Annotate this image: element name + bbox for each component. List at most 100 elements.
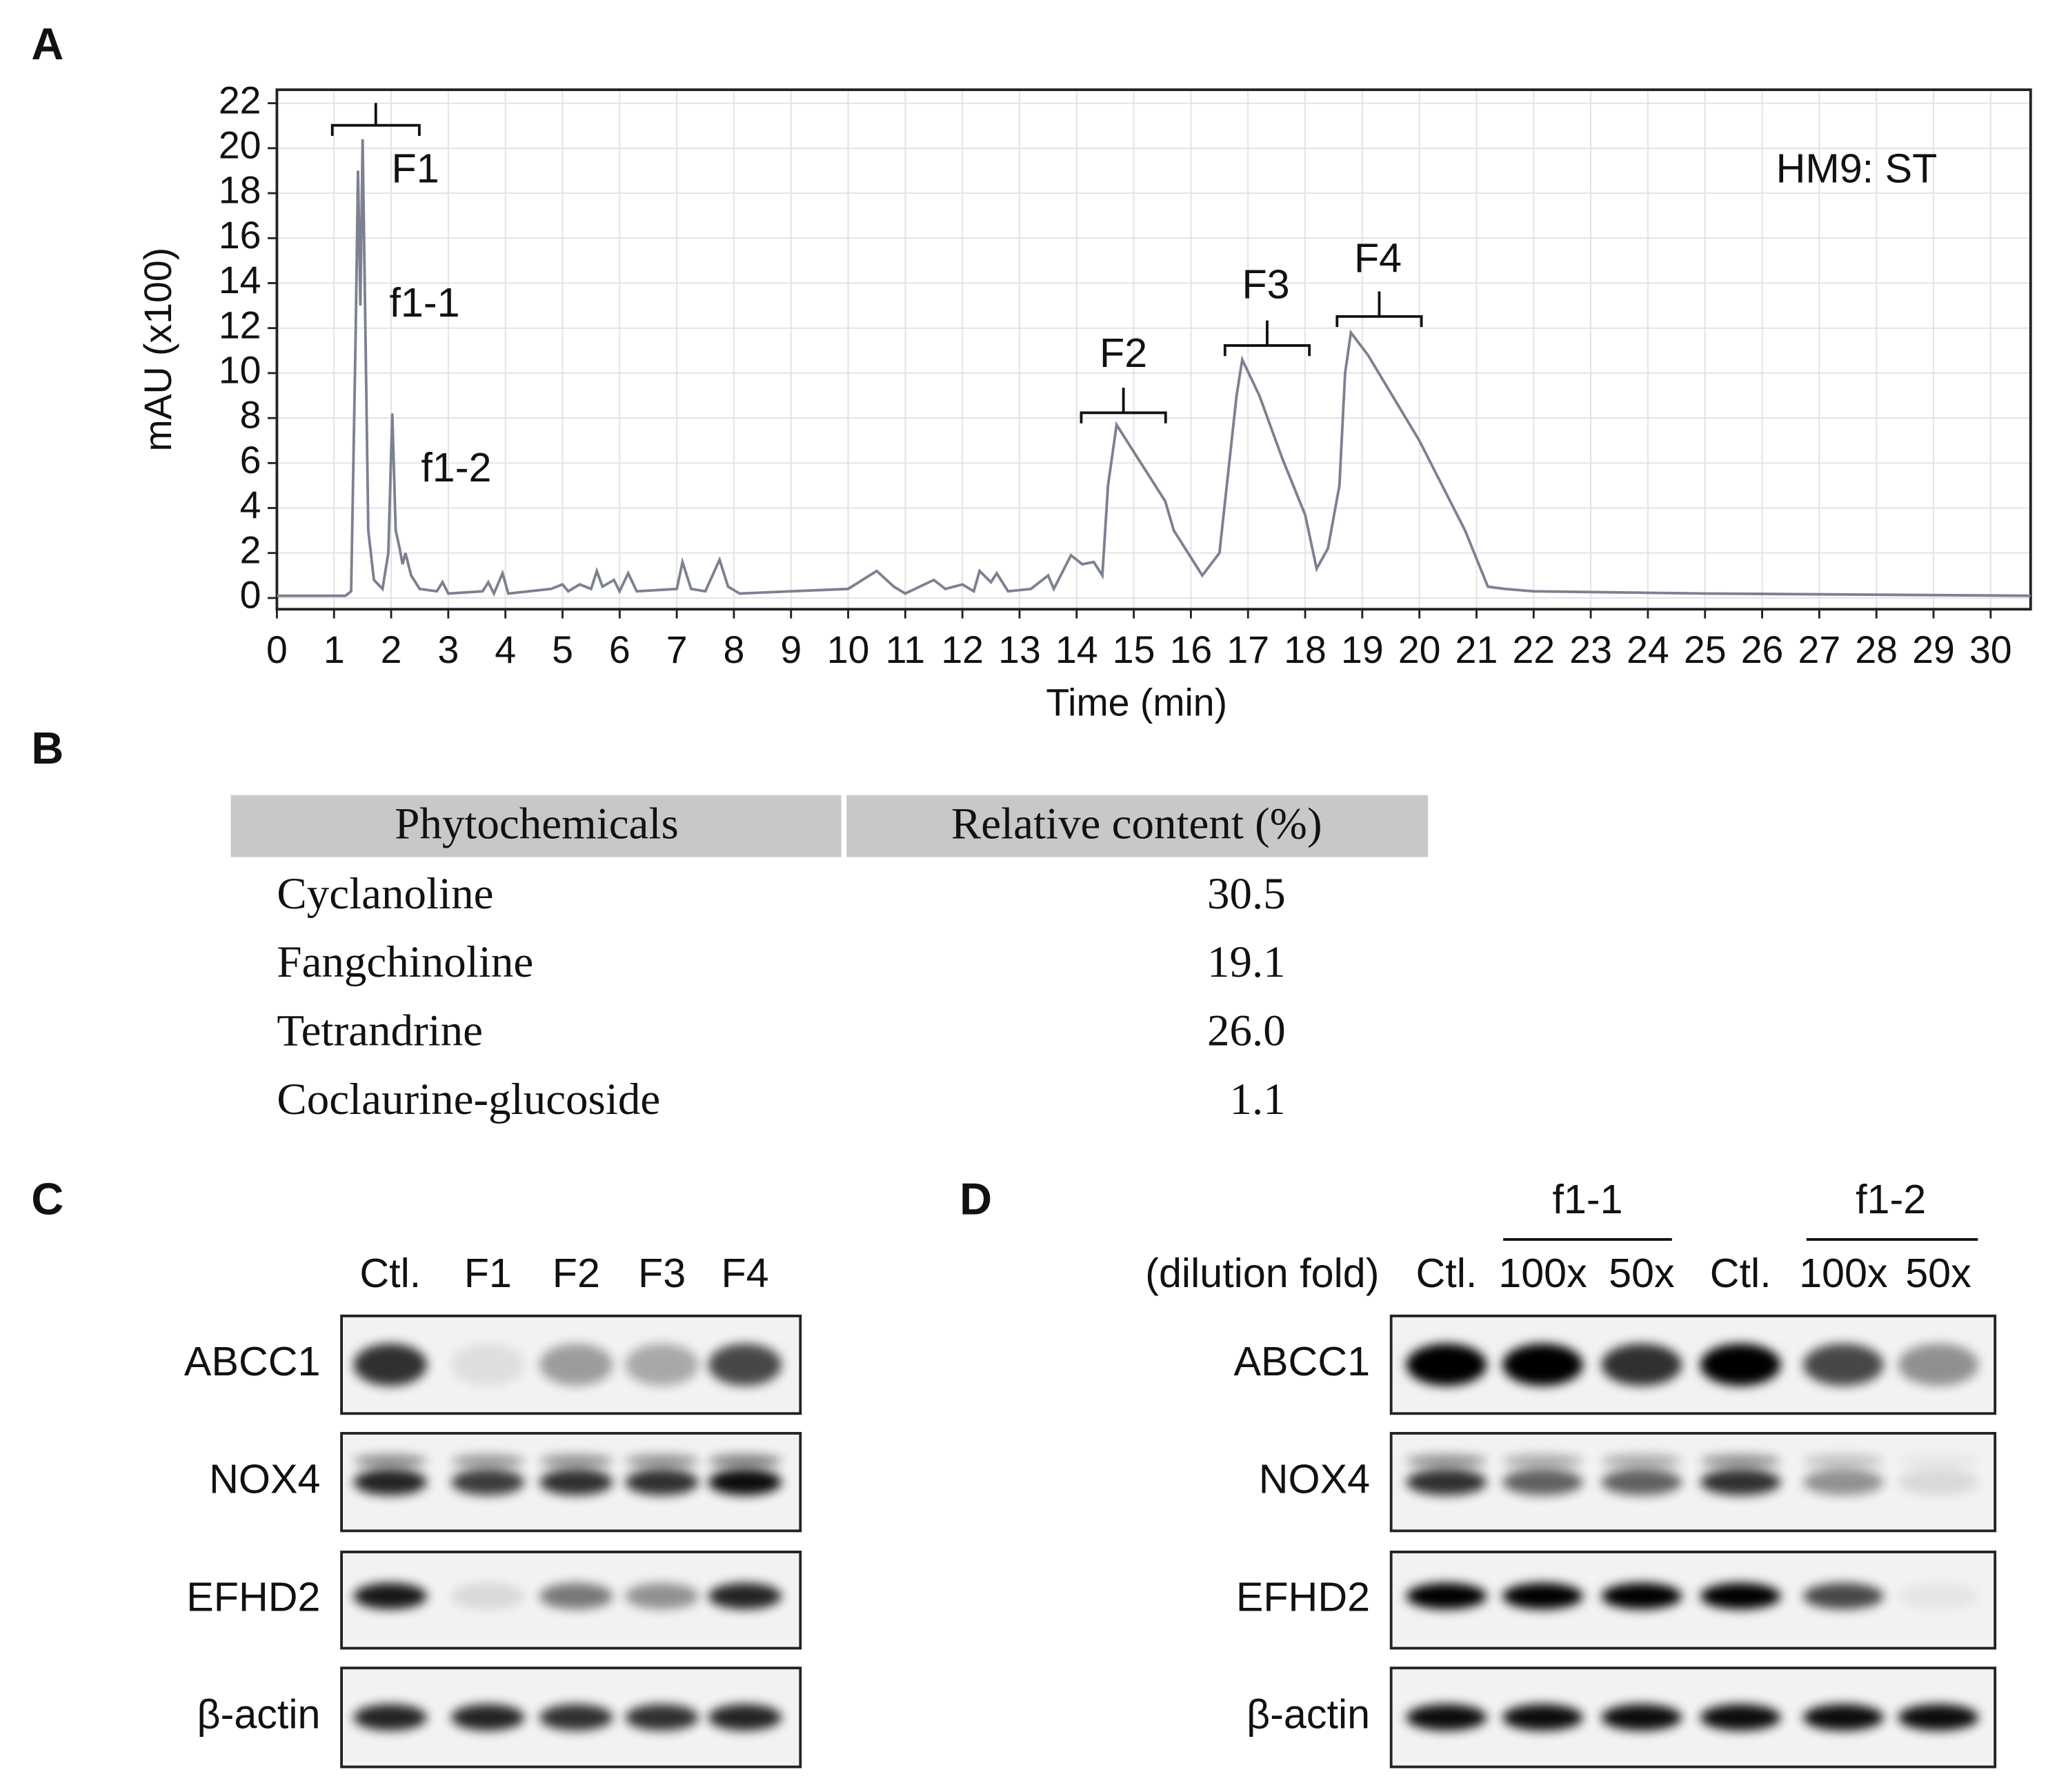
- blot-band: [1601, 1582, 1682, 1610]
- blot-band: [1700, 1343, 1781, 1386]
- x-tick-label: 22: [1512, 628, 1555, 671]
- y-tick-label: 6: [240, 439, 261, 481]
- blot-band: [539, 1454, 613, 1468]
- x-tick-label: 14: [1055, 628, 1098, 671]
- blot-band: [353, 1704, 428, 1731]
- table-header: Relative content (%): [951, 799, 1322, 848]
- lane-label: 50x: [1905, 1250, 1971, 1296]
- x-tick-label: 11: [886, 628, 926, 671]
- group-label: f1-2: [1856, 1176, 1926, 1222]
- x-tick-label: 1: [324, 628, 345, 671]
- blot-box: [1389, 1432, 1997, 1533]
- x-axis-label: Time (min): [1046, 681, 1227, 724]
- blot-band: [1502, 1582, 1583, 1610]
- table-header-bg: [230, 795, 842, 857]
- x-tick-label: 16: [1170, 628, 1213, 671]
- blot-band: [708, 1582, 782, 1610]
- blot-band: [353, 1343, 428, 1386]
- annotation: F4: [1354, 235, 1402, 281]
- panel-label: D: [960, 1174, 992, 1224]
- blot-band: [1700, 1469, 1781, 1495]
- y-tick-label: 10: [219, 349, 261, 392]
- blot-band: [1406, 1469, 1487, 1495]
- lane-label: Ctl.: [1710, 1250, 1771, 1296]
- blot-band: [1601, 1469, 1682, 1495]
- x-tick-label: 12: [941, 628, 984, 671]
- blot-band: [451, 1704, 525, 1731]
- blot-row-label: NOX4: [1259, 1455, 1370, 1502]
- blot-band: [625, 1454, 699, 1468]
- chromatogram-line: [277, 139, 2031, 597]
- blot-band: [539, 1469, 613, 1495]
- panel-label: C: [31, 1174, 63, 1224]
- group-label: f1-1: [1552, 1176, 1622, 1222]
- y-tick-label: 22: [219, 79, 261, 121]
- panel-label: A: [31, 19, 63, 69]
- table-cell: 26.0: [1207, 1006, 1286, 1056]
- x-tick-label: 20: [1398, 628, 1441, 671]
- blot-band: [1802, 1454, 1884, 1468]
- y-axis-label: mAU (x100): [137, 248, 179, 452]
- y-tick-label: 18: [219, 169, 261, 212]
- blot-band: [539, 1704, 613, 1731]
- blot-band: [1406, 1704, 1487, 1731]
- annotation: F2: [1100, 330, 1147, 376]
- x-tick-label: 18: [1284, 628, 1326, 671]
- blot-band: [353, 1469, 428, 1495]
- x-tick-label: 10: [827, 628, 870, 671]
- plot-frame: [275, 88, 2032, 611]
- blot-band: [708, 1469, 782, 1495]
- y-tick-label: 20: [219, 124, 261, 167]
- blot-box: [1389, 1666, 1997, 1769]
- blot-band: [708, 1343, 782, 1386]
- table-header-bg: [846, 795, 1429, 857]
- blot-band: [1898, 1582, 1979, 1610]
- blot-band: [1502, 1343, 1583, 1386]
- blot-band: [625, 1469, 699, 1495]
- y-tick-label: 2: [240, 528, 261, 571]
- blot-band: [1802, 1582, 1884, 1610]
- table-cell: 1.1: [1230, 1075, 1286, 1124]
- blot-row-label: β-actin: [197, 1691, 321, 1738]
- x-tick-label: 17: [1226, 628, 1269, 671]
- table-header: Phytochemicals: [395, 799, 678, 848]
- annotation: f1-2: [421, 444, 491, 490]
- blot-row-label: ABCC1: [1234, 1338, 1371, 1384]
- table-cell: Cyclanoline: [277, 869, 493, 919]
- blot-band: [1406, 1582, 1487, 1610]
- x-tick-label: 30: [1969, 628, 2012, 671]
- x-tick-label: 8: [724, 628, 745, 671]
- blot-band: [1601, 1704, 1682, 1731]
- blot-band: [1898, 1454, 1979, 1468]
- table-cell: Tetrandrine: [277, 1006, 483, 1056]
- x-tick-label: 7: [666, 628, 688, 671]
- x-tick-label: 23: [1569, 628, 1612, 671]
- blot-band: [625, 1582, 699, 1610]
- lane-label: 100x: [1498, 1250, 1587, 1296]
- blot-row-label: EFHD2: [186, 1573, 320, 1620]
- y-tick-label: 0: [240, 574, 261, 617]
- blot-band: [1502, 1704, 1583, 1731]
- blot-band: [353, 1454, 428, 1468]
- fraction-bracket: [1080, 388, 1167, 424]
- blot-band: [1898, 1704, 1979, 1731]
- lane-label: 100x: [1799, 1250, 1887, 1296]
- blot-band: [1502, 1469, 1583, 1495]
- panel-label: B: [31, 723, 63, 773]
- blot-band: [1406, 1343, 1487, 1386]
- fraction-bracket: [1335, 291, 1423, 328]
- x-tick-label: 28: [1855, 628, 1898, 671]
- x-tick-label: 15: [1113, 628, 1155, 671]
- y-tick-label: 16: [219, 214, 261, 257]
- annotation: HM9: ST: [1776, 145, 1938, 191]
- y-tick-label: 14: [219, 259, 261, 301]
- y-tick-label: 12: [219, 303, 261, 346]
- table-cell: 19.1: [1207, 937, 1286, 987]
- lane-label: Ctl.: [1416, 1250, 1478, 1296]
- blot-band: [1898, 1343, 1979, 1386]
- blot-box: [1389, 1551, 1997, 1650]
- blot-band: [539, 1582, 613, 1610]
- x-tick-label: 2: [381, 628, 402, 671]
- x-tick-label: 0: [266, 628, 288, 671]
- blot-band: [1601, 1454, 1682, 1468]
